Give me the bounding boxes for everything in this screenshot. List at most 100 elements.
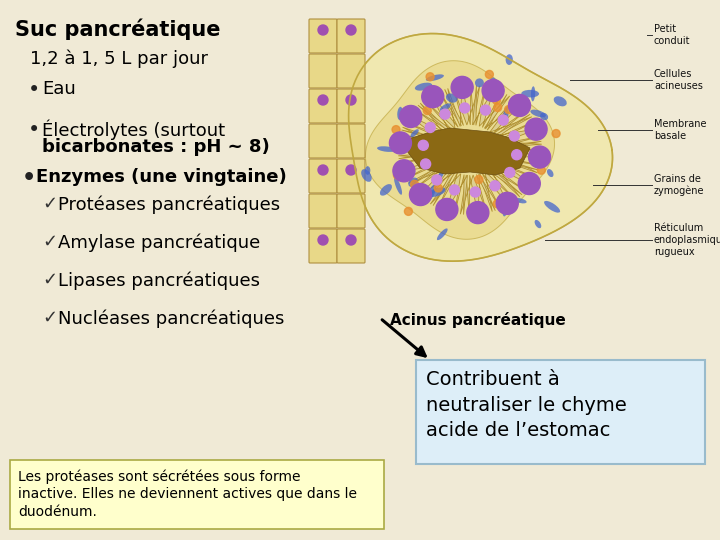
FancyBboxPatch shape	[337, 124, 365, 158]
FancyBboxPatch shape	[309, 229, 337, 263]
Ellipse shape	[361, 169, 372, 182]
Ellipse shape	[426, 148, 436, 159]
Ellipse shape	[440, 103, 451, 111]
Text: Petit
conduit: Petit conduit	[654, 24, 690, 46]
Circle shape	[418, 140, 428, 150]
FancyBboxPatch shape	[337, 229, 365, 263]
Ellipse shape	[394, 177, 402, 195]
Ellipse shape	[450, 206, 458, 213]
Circle shape	[440, 109, 450, 119]
Text: Protéases pancréatiques: Protéases pancréatiques	[58, 195, 280, 213]
Circle shape	[512, 150, 522, 160]
Text: •: •	[28, 80, 40, 100]
Circle shape	[318, 25, 328, 35]
Circle shape	[493, 200, 501, 208]
Ellipse shape	[503, 202, 508, 217]
Circle shape	[451, 76, 473, 98]
FancyBboxPatch shape	[337, 89, 365, 123]
Ellipse shape	[521, 90, 539, 97]
Circle shape	[420, 159, 431, 169]
Text: •: •	[28, 120, 40, 140]
Text: Suc pancréatique: Suc pancréatique	[15, 18, 220, 39]
FancyBboxPatch shape	[309, 159, 337, 193]
Text: Membrane
basale: Membrane basale	[654, 119, 706, 141]
Text: ✓: ✓	[42, 233, 57, 251]
Text: Nucléases pancréatiques: Nucléases pancréatiques	[58, 309, 284, 327]
Circle shape	[393, 160, 415, 182]
FancyBboxPatch shape	[309, 89, 337, 123]
Polygon shape	[460, 173, 495, 215]
Text: Amylase pancréatique: Amylase pancréatique	[58, 233, 260, 252]
Circle shape	[467, 201, 489, 224]
Circle shape	[496, 192, 518, 214]
Circle shape	[460, 103, 469, 113]
Ellipse shape	[540, 113, 548, 120]
Ellipse shape	[475, 78, 484, 87]
Circle shape	[392, 126, 400, 133]
Circle shape	[318, 235, 328, 245]
Ellipse shape	[397, 107, 402, 120]
Polygon shape	[479, 167, 522, 212]
Circle shape	[518, 172, 540, 194]
Text: bicarbonates : pH ~ 8): bicarbonates : pH ~ 8)	[42, 138, 270, 156]
Polygon shape	[485, 94, 532, 137]
Circle shape	[528, 146, 551, 168]
Circle shape	[410, 184, 431, 206]
Circle shape	[318, 165, 328, 175]
Ellipse shape	[547, 169, 554, 177]
Text: Lipases pancréatiques: Lipases pancréatiques	[58, 271, 260, 289]
Circle shape	[495, 157, 503, 165]
FancyBboxPatch shape	[309, 194, 337, 228]
Ellipse shape	[377, 146, 396, 152]
Ellipse shape	[554, 96, 567, 106]
Circle shape	[410, 180, 418, 188]
Circle shape	[346, 95, 356, 105]
Ellipse shape	[505, 54, 513, 65]
Text: •: •	[22, 168, 36, 188]
Polygon shape	[408, 163, 456, 206]
Circle shape	[508, 94, 531, 117]
FancyBboxPatch shape	[309, 124, 337, 158]
Polygon shape	[445, 85, 480, 126]
Ellipse shape	[365, 166, 370, 175]
Ellipse shape	[408, 178, 418, 187]
Ellipse shape	[446, 93, 458, 103]
FancyBboxPatch shape	[337, 194, 365, 228]
Circle shape	[505, 167, 515, 178]
Circle shape	[449, 185, 459, 195]
Circle shape	[505, 105, 513, 113]
Polygon shape	[400, 128, 530, 175]
Ellipse shape	[410, 129, 419, 137]
Polygon shape	[402, 103, 451, 142]
Circle shape	[552, 130, 560, 138]
Text: 1,2 à 1, 5 L par jour: 1,2 à 1, 5 L par jour	[30, 50, 208, 69]
Circle shape	[426, 123, 435, 132]
Text: ✓: ✓	[42, 271, 57, 289]
Ellipse shape	[437, 168, 444, 181]
Ellipse shape	[437, 228, 448, 240]
Ellipse shape	[467, 150, 471, 158]
FancyBboxPatch shape	[337, 159, 365, 193]
Circle shape	[525, 118, 547, 140]
Polygon shape	[493, 114, 541, 148]
Ellipse shape	[531, 110, 546, 117]
Circle shape	[470, 187, 480, 197]
Circle shape	[492, 82, 500, 90]
Polygon shape	[398, 127, 444, 159]
Circle shape	[537, 166, 545, 174]
Circle shape	[490, 181, 500, 191]
Text: ✓: ✓	[42, 309, 57, 327]
Text: Contribuent à
neutraliser le chyme
acide de l’estomac: Contribuent à neutraliser le chyme acide…	[426, 370, 626, 441]
Circle shape	[436, 199, 458, 220]
Circle shape	[494, 104, 502, 112]
Circle shape	[432, 175, 442, 185]
Circle shape	[318, 95, 328, 105]
FancyBboxPatch shape	[309, 54, 337, 88]
FancyBboxPatch shape	[416, 360, 705, 464]
Polygon shape	[348, 33, 613, 261]
Circle shape	[492, 96, 500, 104]
FancyBboxPatch shape	[337, 19, 365, 53]
Ellipse shape	[535, 220, 541, 228]
Polygon shape	[472, 85, 510, 129]
Polygon shape	[496, 141, 542, 173]
